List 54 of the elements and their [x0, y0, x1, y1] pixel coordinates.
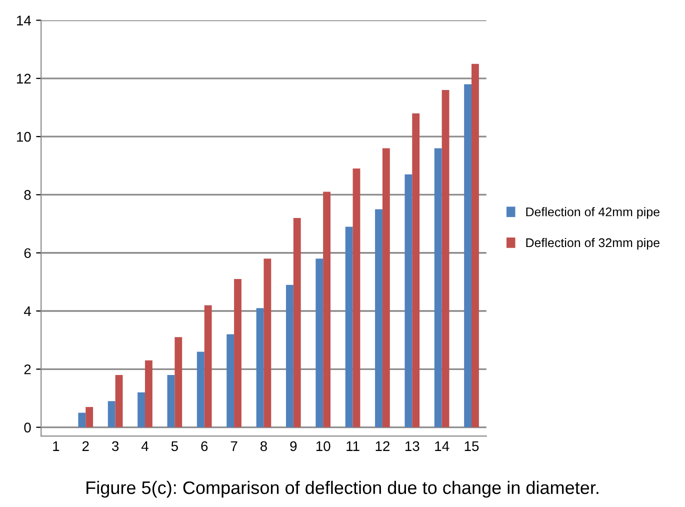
bar — [167, 374, 175, 428]
y-tick-label: 14 — [16, 16, 31, 26]
bar — [434, 148, 442, 428]
x-tick-label: 10 — [316, 441, 330, 452]
x-tick-label: 9 — [290, 441, 297, 452]
bar — [226, 334, 234, 428]
y-tick-label: 8 — [24, 190, 31, 200]
bar — [256, 308, 264, 428]
legend-label: Deflection of 42mm pipe — [526, 207, 660, 219]
legend-label: Deflection of 32mm pipe — [526, 238, 660, 250]
y-tick-label: 4 — [24, 306, 31, 316]
bar — [234, 279, 242, 428]
y-tick-label: 6 — [24, 248, 31, 258]
bar — [316, 258, 324, 428]
bar — [404, 174, 412, 428]
x-tick-label: 4 — [141, 441, 148, 451]
bar — [264, 258, 272, 428]
bar — [144, 360, 152, 428]
x-tick-label: 2 — [82, 441, 89, 451]
y-tick-label: 12 — [16, 74, 31, 84]
bar — [196, 352, 204, 428]
x-tick-label: 5 — [171, 441, 178, 452]
y-tick-label: 2 — [24, 364, 31, 374]
bar — [352, 168, 360, 428]
bar — [323, 192, 331, 428]
x-tick-label: 7 — [230, 441, 238, 451]
bar — [204, 305, 212, 428]
bar — [472, 64, 479, 428]
bar — [412, 113, 420, 428]
bar — [382, 148, 390, 428]
bar — [78, 412, 86, 428]
bar — [286, 284, 294, 428]
bar — [293, 218, 301, 428]
caption: Figure 5(c): Comparison of deflection due to change in diameter. — [86, 480, 598, 498]
bar — [464, 84, 472, 428]
x-tick-label: 12 — [376, 441, 390, 451]
x-tick-label: 14 — [435, 441, 450, 451]
x-tick-label: 13 — [405, 441, 420, 452]
x-tick-label: 8 — [260, 441, 267, 452]
bar — [345, 226, 353, 428]
x-tick-label: 1 — [53, 441, 60, 451]
x-tick-label: 3 — [112, 441, 119, 452]
x-tick-label: 6 — [201, 441, 208, 452]
y-tick-label: 0 — [24, 422, 31, 432]
bar — [115, 374, 123, 428]
bar — [86, 406, 94, 428]
bar — [108, 401, 116, 428]
x-tick-label: 15 — [464, 441, 479, 452]
bar — [375, 209, 382, 428]
x-tick-label: 11 — [346, 441, 360, 451]
bar — [138, 392, 145, 428]
bar — [174, 337, 182, 428]
bar — [442, 90, 450, 428]
y-tick-label: 10 — [16, 132, 31, 142]
